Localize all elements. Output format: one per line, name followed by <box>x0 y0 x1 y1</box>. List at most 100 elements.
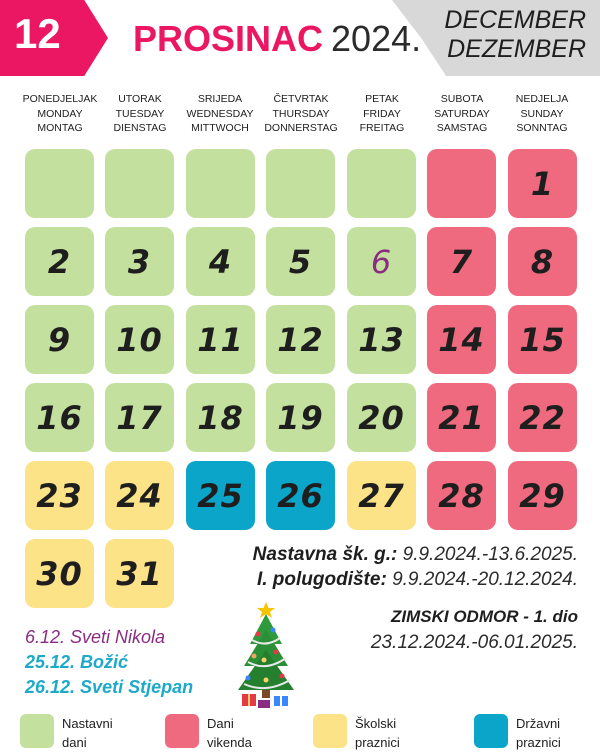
day-cell-22: 22 <box>508 383 577 452</box>
weekday-de: MITTWOCH <box>191 122 249 134</box>
day-cell-31: 31 <box>105 539 174 608</box>
weekday-en: TUESDAY <box>115 107 165 120</box>
weekday-saturday: SUBOTA SATURDAY SAMSTAG <box>422 92 502 136</box>
weekday-en: SATURDAY <box>434 107 490 120</box>
weekday-en: MONDAY <box>37 107 83 120</box>
school-year-line: Nastavna šk. g.: 9.9.2024.-13.6.2025. <box>253 544 578 566</box>
day-cell-25: 25 <box>186 461 255 530</box>
english-month: DECEMBER <box>444 6 586 34</box>
day-cell-18: 18 <box>186 383 255 452</box>
legend-line2: vikenda <box>207 735 252 750</box>
day-cell-9: 9 <box>25 305 94 374</box>
empty-day-cell <box>186 149 255 218</box>
legend-line1: Školski <box>355 716 397 731</box>
legend-label: Nastavni dani <box>62 714 172 752</box>
legend-line1: Nastavni <box>62 716 113 731</box>
legend-swatch <box>313 714 347 748</box>
weekday-en: THURSDAY <box>272 107 330 120</box>
legend-line2: praznici <box>516 735 561 750</box>
page-title: PROSINAC 2024. <box>133 18 421 60</box>
weekday-friday: PETAK FRIDAY FREITAG <box>342 92 422 136</box>
weekday-de: SONNTAG <box>516 122 568 134</box>
weekday-hr: ČETVRTAK <box>273 93 329 105</box>
weekday-de: DIENSTAG <box>113 122 167 134</box>
weekday-hr: PONEDJELJAK <box>22 93 98 105</box>
holiday-sveti-nikola: 6.12. Sveti Nikola <box>25 627 166 647</box>
german-month: DEZEMBER <box>447 35 586 63</box>
day-cell-7: 7 <box>427 227 496 296</box>
weekday-en: WEDNESDAY <box>186 107 254 120</box>
legend-line2: dani <box>62 735 87 750</box>
weekday-en: FRIDAY <box>363 107 401 120</box>
legend-label: Školski praznici <box>355 714 465 752</box>
day-cell-15: 15 <box>508 305 577 374</box>
weekday-de: DONNERSTAG <box>264 122 338 134</box>
day-cell-30: 30 <box>25 539 94 608</box>
day-cell-12: 12 <box>266 305 335 374</box>
day-cell-20: 20 <box>347 383 416 452</box>
day-cell-4: 4 <box>186 227 255 296</box>
weekday-hr: PETAK <box>365 93 399 105</box>
empty-day-cell <box>427 149 496 218</box>
empty-day-cell <box>266 149 335 218</box>
day-cell-27: 27 <box>347 461 416 530</box>
day-cell-5: 5 <box>266 227 335 296</box>
day-cell-29: 29 <box>508 461 577 530</box>
weekday-de: FREITAG <box>359 122 405 134</box>
day-cell-1: 1 <box>508 149 577 218</box>
legend-line2: praznici <box>355 735 400 750</box>
day-cell-19: 19 <box>266 383 335 452</box>
weekday-hr: UTORAK <box>118 93 162 105</box>
day-cell-14: 14 <box>427 305 496 374</box>
winter-break-dates: 23.12.2024.-06.01.2025. <box>370 632 578 653</box>
legend-swatch <box>165 714 199 748</box>
empty-day-cell <box>347 149 416 218</box>
month-name: PROSINAC <box>133 18 324 59</box>
day-cell-21: 21 <box>427 383 496 452</box>
day-cell-3: 3 <box>105 227 174 296</box>
weekday-hr: SRIJEDA <box>197 93 243 105</box>
semester-line: I. polugodište: 9.9.2024.-20.12.2024. <box>257 569 578 591</box>
semester-label: I. polugodište: <box>256 569 387 590</box>
day-cell-10: 10 <box>105 305 174 374</box>
weekday-hr: NEDJELJA <box>515 93 569 105</box>
day-cell-17: 17 <box>105 383 174 452</box>
weekday-sunday: NEDJELJA SUNDAY SONNTAG <box>502 92 582 136</box>
legend-label: Državni praznici <box>516 714 600 752</box>
day-cell-11: 11 <box>186 305 255 374</box>
weekday-de: MONTAG <box>37 122 83 134</box>
winter-break-title-text: ZIMSKI ODMOR - 1. dio <box>391 607 578 626</box>
school-year-value: 9.9.2024.-13.6.2025. <box>402 544 578 565</box>
day-cell-2: 2 <box>25 227 94 296</box>
day-cell-24: 24 <box>105 461 174 530</box>
christmas-tree-icon <box>238 602 294 708</box>
holiday-sveti-stjepan: 26.12. Sveti Stjepan <box>25 677 194 697</box>
weekday-thursday: ČETVRTAK THURSDAY DONNERSTAG <box>261 92 341 136</box>
legend-line1: Državni <box>516 716 561 731</box>
empty-day-cell <box>105 149 174 218</box>
year: 2024. <box>331 18 422 59</box>
month-badge <box>0 0 108 76</box>
day-cell-8: 8 <box>508 227 577 296</box>
semester-value: 9.9.2024.-20.12.2024. <box>392 569 578 590</box>
weekday-monday: PONEDJELJAK MONDAY MONTAG <box>20 92 100 136</box>
day-cell-23: 23 <box>25 461 94 530</box>
winter-break-title: ZIMSKI ODMOR - 1. dio <box>391 607 578 627</box>
translation-text: DECEMBER DEZEMBER <box>444 6 586 64</box>
legend-line1: Dani <box>207 716 234 731</box>
weekday-wednesday: SRIJEDA WEDNESDAY MITTWOCH <box>180 92 260 136</box>
day-cell-6: 6 <box>347 227 416 296</box>
legend-swatch <box>20 714 54 748</box>
weekday-hr: SUBOTA <box>440 93 484 105</box>
holiday-bozic: 25.12. Božić <box>25 652 129 672</box>
empty-day-cell <box>25 149 94 218</box>
day-cell-26: 26 <box>266 461 335 530</box>
weekday-tuesday: UTORAK TUESDAY DIENSTAG <box>100 92 180 136</box>
day-cell-16: 16 <box>25 383 94 452</box>
weekday-de: SAMSTAG <box>436 122 488 134</box>
day-cell-28: 28 <box>427 461 496 530</box>
month-number: 12 <box>14 10 61 57</box>
weekday-en: SUNDAY <box>520 107 564 120</box>
legend-swatch <box>474 714 508 748</box>
legend-label: Dani vikenda <box>207 714 317 752</box>
